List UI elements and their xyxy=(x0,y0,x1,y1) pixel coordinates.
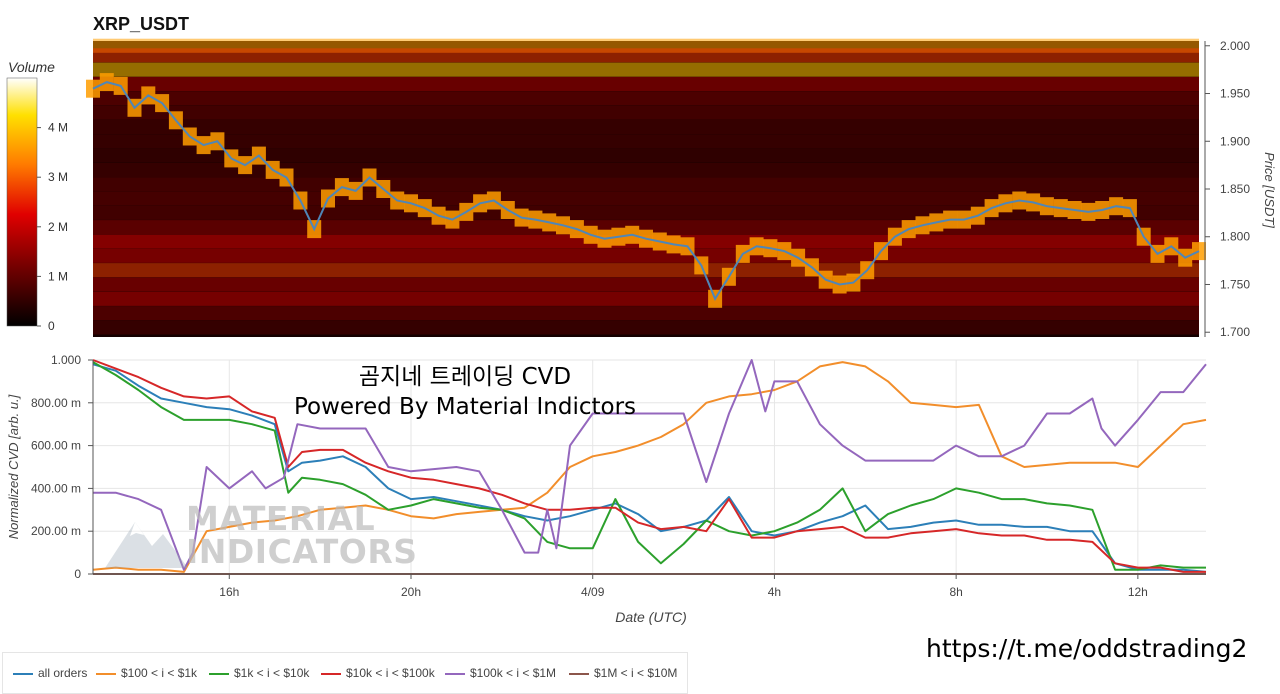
cvd-y-tick-label: 600.00 m xyxy=(31,439,81,453)
legend-item[interactable]: $1k < i < $10k xyxy=(209,666,309,680)
watermark-line1: MATERIAL xyxy=(186,499,376,538)
cvd-series-line xyxy=(92,363,1207,573)
telegram-link[interactable]: https://t.me/oddstrading2 xyxy=(926,634,1248,663)
colorbar-tick-label: 2 M xyxy=(48,220,68,234)
legend-swatch xyxy=(321,672,341,675)
cvd-x-tick-label: 4/09 xyxy=(581,585,605,599)
cvd-y-tick-label: 800.00 m xyxy=(31,396,81,410)
cvd-y-axis-label: Normalized CVD [arb. u.] xyxy=(6,394,21,539)
cvd-y-tick-label: 400.00 m xyxy=(31,481,81,495)
annotation-line1: 곰지네 트레이딩 CVD xyxy=(358,364,572,390)
watermark-logo: MATERIAL INDICATORS xyxy=(100,500,417,580)
watermark-line2: INDICATORS xyxy=(186,532,418,571)
colorbar-tick-label: 4 M xyxy=(48,121,68,135)
heatmap-band xyxy=(93,76,1199,91)
heatmap-band xyxy=(93,248,1199,263)
chart-annotation: 곰지네 트레이딩 CVD Powered By Material Indicto… xyxy=(270,362,660,422)
heatmap-band xyxy=(93,162,1199,177)
legend-label: all orders xyxy=(38,666,88,680)
cvd-y-tick-label: 1.000 xyxy=(51,353,81,367)
cvd-chart: 1.000 800.00 m 600.00 m 400.00 m 200.00 m 0 16… xyxy=(6,353,1207,625)
heatmap-band xyxy=(93,119,1199,134)
heatmap-y-tick-label: 1.750 xyxy=(1220,277,1250,291)
cvd-x-tick-label: 16h xyxy=(219,585,239,599)
legend-label: $1k < i < $10k xyxy=(234,666,310,680)
heatmap-y-tick-label: 1.800 xyxy=(1220,230,1250,244)
heatmap-band xyxy=(93,105,1199,120)
legend-label: $10k < i < $100k xyxy=(346,666,435,680)
cvd-y-tick-label: 0 xyxy=(74,567,81,581)
heatmap-y-tick-label: 1.900 xyxy=(1220,134,1250,148)
legend-label: $100 < i < $1k xyxy=(121,666,198,680)
colorbar xyxy=(6,77,38,327)
cvd-x-tick-label: 8h xyxy=(949,585,962,599)
price-line xyxy=(92,81,1200,301)
legend-item[interactable]: $10k < i < $100k xyxy=(321,666,435,680)
heatmap-band xyxy=(93,291,1199,306)
heatmap-band xyxy=(93,306,1199,321)
cvd-x-tick-label: 12h xyxy=(1128,585,1148,599)
mountain-logo-icon xyxy=(105,522,188,568)
legend-item[interactable]: $100 < i < $1k xyxy=(96,666,197,680)
cvd-series-line xyxy=(92,361,1206,571)
annotation-line2: Powered By Material Indictors xyxy=(293,394,637,420)
watermark-text: MATERIAL INDICATORS xyxy=(186,502,418,568)
legend-item[interactable]: $100k < i < $1M xyxy=(445,666,556,680)
cvd-x-axis-label: Date (UTC) xyxy=(615,609,687,625)
heatmap-band xyxy=(93,91,1199,106)
heatmap-y-axis-label: Price [USDT] xyxy=(1262,152,1277,228)
legend-swatch xyxy=(13,672,33,675)
colorbar-tick-label: 3 M xyxy=(48,170,68,184)
legend-swatch xyxy=(209,672,229,675)
heatmap-y-tick-label: 1.850 xyxy=(1220,182,1250,196)
legend-swatch xyxy=(569,672,589,675)
heatmap-y-tick-label: 2.000 xyxy=(1220,39,1250,53)
cvd-series-line xyxy=(92,359,1206,573)
heatmap-band xyxy=(93,320,1199,335)
heatmap-y-tick-label: 1.950 xyxy=(1220,87,1250,101)
orderbook-heatmap: XRP_USDT 2.000 1.950 1.900 1.850 1.800 1.750 1… xyxy=(6,14,1277,339)
legend-item[interactable]: $1M < i < $10M xyxy=(569,666,677,680)
legend-item[interactable]: all orders xyxy=(13,666,87,680)
heatmap-band xyxy=(93,48,1199,63)
cvd-plot-area xyxy=(93,360,1206,574)
heatmap-band xyxy=(93,191,1199,206)
colorbar-tick-label: 1 M xyxy=(48,269,68,283)
heatmap-band xyxy=(93,62,1199,77)
heatmap-band xyxy=(93,177,1199,192)
cvd-x-tick-label: 20h xyxy=(401,585,421,599)
cvd-series-line xyxy=(92,361,1207,573)
cvd-x-tick-label: 4h xyxy=(768,585,781,599)
colorbar-tick-label: 0 xyxy=(48,319,55,333)
legend-swatch xyxy=(96,672,116,675)
heatmap-band xyxy=(93,134,1199,149)
heatmap-y-tick-label: 1.700 xyxy=(1220,325,1250,339)
colorbar-title: Volume xyxy=(8,59,55,75)
heatmap-band xyxy=(93,277,1199,292)
heatmap-band xyxy=(93,148,1199,163)
legend-label: $1M < i < $10M xyxy=(594,666,678,680)
cvd-series-line xyxy=(93,359,1207,571)
heatmap-band xyxy=(93,263,1199,278)
chart-legend: all orders $100 < i < $1k $1k < i < $10k $1… xyxy=(2,652,688,694)
heatmap-title: XRP_USDT xyxy=(93,14,189,34)
cvd-y-tick-label: 200.00 m xyxy=(31,524,81,538)
legend-swatch xyxy=(445,672,465,675)
legend-label: $100k < i < $1M xyxy=(470,666,557,680)
